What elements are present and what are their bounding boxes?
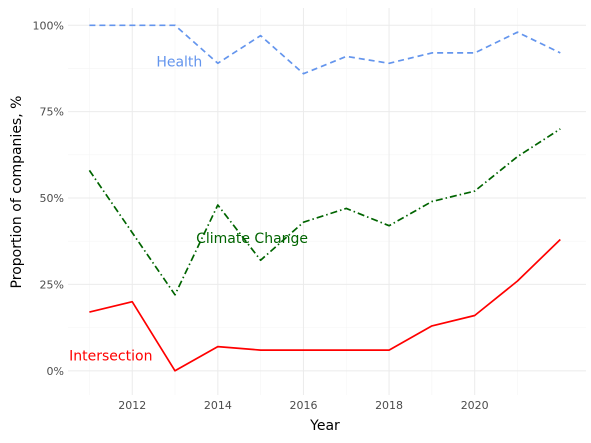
series-lines bbox=[88, 24, 561, 372]
y-tick-label: 0% bbox=[47, 365, 64, 378]
x-tick-label: 2014 bbox=[204, 399, 232, 412]
major-gridlines bbox=[68, 8, 586, 395]
series-line-climate-change bbox=[88, 128, 561, 296]
series-line-intersection bbox=[89, 238, 561, 372]
y-axis-ticks: 0% 25% 50% 75% 100% bbox=[33, 19, 64, 378]
x-tick-label: 2020 bbox=[461, 399, 489, 412]
x-tick-label: 2012 bbox=[118, 399, 146, 412]
series-line-health bbox=[89, 24, 561, 75]
x-tick-label: 2018 bbox=[375, 399, 403, 412]
y-tick-label: 25% bbox=[40, 278, 64, 291]
y-tick-label: 100% bbox=[33, 19, 64, 32]
x-axis-title: Year bbox=[309, 418, 340, 434]
x-tick-label: 2016 bbox=[289, 399, 317, 412]
series-label-intersection: Intersection bbox=[69, 348, 152, 364]
y-tick-label: 75% bbox=[40, 106, 64, 119]
y-tick-label: 50% bbox=[40, 192, 64, 205]
x-axis-ticks: 2012 2014 2016 2018 2020 bbox=[118, 399, 488, 412]
y-axis-title: Proportion of companies, % bbox=[9, 96, 25, 289]
series-label-health: Health bbox=[156, 55, 202, 71]
series-label-climate-change: Climate Change bbox=[196, 231, 308, 247]
minor-gridlines bbox=[68, 8, 586, 395]
series-labels: Health Climate Change Intersection bbox=[69, 55, 308, 365]
